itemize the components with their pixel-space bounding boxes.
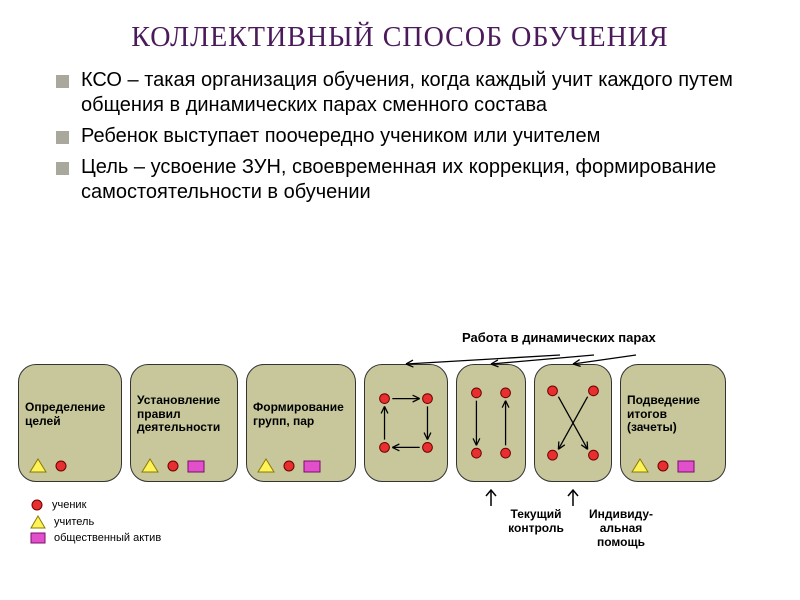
stage-card: Установление правил деятельности [130,364,238,482]
legend-text: ученик [52,499,86,511]
triangle-icon [30,515,46,529]
bullet-text: Цель – усвоение ЗУН, своевременная их ко… [81,155,746,205]
pair-diagram [535,365,611,481]
stages-row: Определение целей Установление правил дея… [18,364,782,482]
pair-diagram [457,365,525,481]
legend: ученик учитель общественный актив [30,498,161,547]
stage-card: Определение целей [18,364,122,482]
arrow-up-icon [483,486,499,511]
page-title: КОЛЛЕКТИВНЫЙ СПОСОБ ОБУЧЕНИЯ [0,0,800,68]
legend-text: учитель [54,516,94,528]
legend-teacher: учитель [30,515,161,529]
stage-label: Определение целей [25,371,115,458]
rect-icon [303,460,321,473]
pair-diagram [365,365,447,481]
list-item: Ребенок выступает поочередно учеником ил… [56,124,746,149]
bullet-marker [56,162,69,175]
dot-icon [54,459,68,473]
dot-icon [30,498,44,512]
list-item: Цель – усвоение ЗУН, своевременная их ко… [56,155,746,205]
control-label: Текущий контроль [500,507,572,535]
legend-student: ученик [30,498,161,512]
bullet-marker [56,131,69,144]
legend-text: общественный актив [54,532,161,544]
arrow-up-icon [565,486,581,511]
stage-card: Формирование групп, пар [246,364,356,482]
dot-icon [282,459,296,473]
triangle-icon [631,458,649,473]
stage-icons [137,458,231,473]
legend-active: общественный актив [30,532,161,544]
stage-label: Подведение итогов (зачеты) [627,371,719,458]
list-item: КСО – такая организация обучения, когда … [56,68,746,118]
stage-card [456,364,526,482]
bullet-text: КСО – такая организация обучения, когда … [81,68,746,118]
diagram-top-label: Работа в динамических парах [462,330,692,345]
stage-card [534,364,612,482]
dot-icon [656,459,670,473]
stage-icons [25,458,115,473]
stage-card: Подведение итогов (зачеты) [620,364,726,482]
triangle-icon [141,458,159,473]
stage-card [364,364,448,482]
stage-label: Установление правил деятельности [137,371,231,458]
dot-icon [166,459,180,473]
rect-icon [30,532,46,544]
stage-icons [253,458,349,473]
triangle-icon [257,458,275,473]
rect-icon [187,460,205,473]
triangle-icon [29,458,47,473]
stage-icons [627,458,719,473]
help-label: Индивиду-альная помощь [580,507,662,549]
bullet-marker [56,75,69,88]
bullet-list: КСО – такая организация обучения, когда … [0,68,800,205]
rect-icon [677,460,695,473]
bullet-text: Ребенок выступает поочередно учеником ил… [81,124,600,149]
stage-label: Формирование групп, пар [253,371,349,458]
